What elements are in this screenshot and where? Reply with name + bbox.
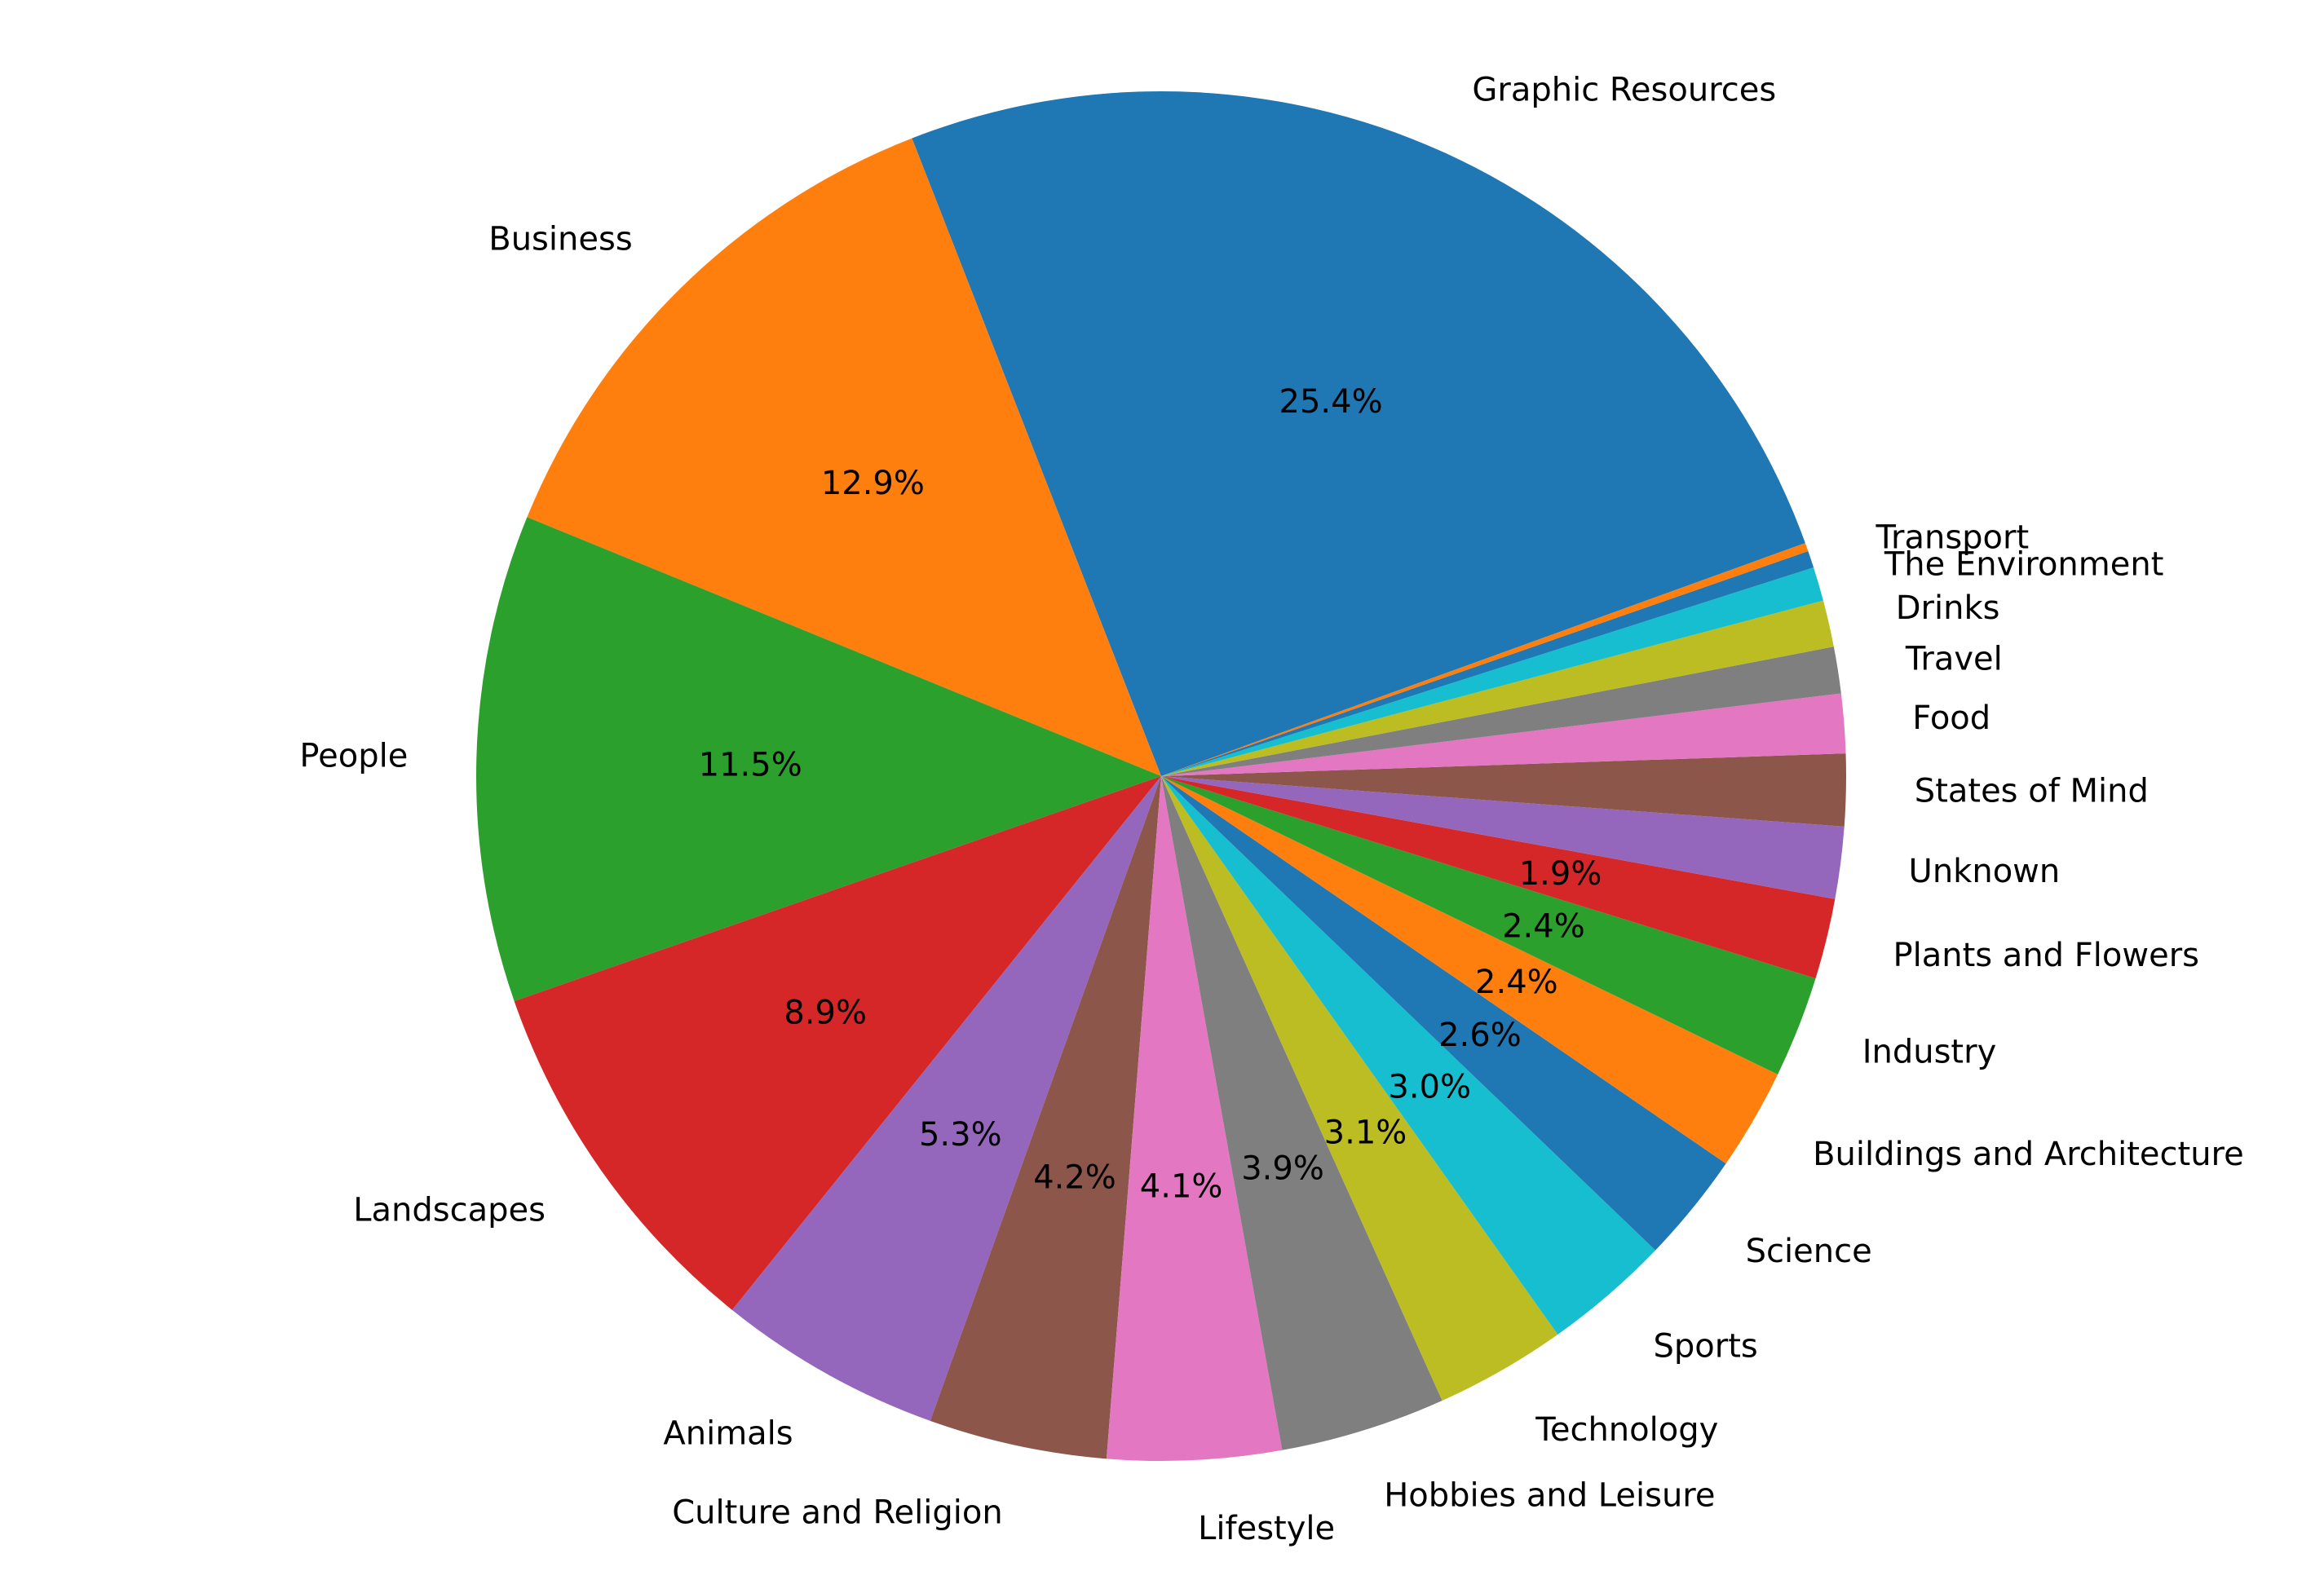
pct-lifestyle: 4.1% [1140,1167,1223,1205]
label-landscapes: Landscapes [353,1192,546,1229]
label-technology: Technology [1535,1411,1718,1449]
label-the-environment: The Environment [1884,546,2164,584]
wedge-drinks [1161,600,1834,776]
pct-graphic-resources: 25.4% [1279,383,1383,421]
pie-percentage-labels: 25.4% 12.9% 11.5% 8.9% 5.3% 4.2% 4.1% 3.9%3.1% 3… [699,383,1602,1205]
wedge-plants-and-flowers [1161,776,1836,979]
wedge-business [527,138,1161,776]
pct-technology: 3.1% [1324,1114,1407,1151]
label-people: People [299,737,408,774]
wedge-landscapes [514,776,1161,1310]
wedge-science [1161,776,1726,1251]
label-states-of-mind: States of Mind [1915,773,2149,810]
label-hobbies-and-leisure: Hobbies and Leisure [1384,1477,1715,1515]
wedge-the-environment [1161,567,1823,776]
wedge-sports [1161,776,1656,1335]
pct-landscapes: 8.9% [784,995,867,1032]
pct-industry: 2.4% [1502,908,1585,946]
wedge-people [476,517,1161,1001]
wedge-travel [1161,646,1841,776]
label-graphic-resources: Graphic Resources [1472,71,1776,108]
wedge-states-of-mind [1161,753,1846,827]
pie-wedges [476,90,1846,1462]
label-business: Business [488,221,632,258]
wedge-food [1161,693,1846,776]
label-buildings-and-architecture: Buildings and Architecture [1813,1136,2244,1173]
pct-business: 12.9% [821,465,925,502]
label-sports: Sports [1654,1328,1758,1366]
label-animals: Animals [663,1414,793,1452]
wedge-hobbies-and-leisure [1161,776,1443,1450]
label-travel: Travel [1905,641,2003,678]
wedge-culture-and-religion [930,776,1161,1459]
wedge-unlabeled [1161,543,1809,776]
wedge-graphic-resources [912,90,1805,776]
pie-category-labels: Graphic Resources Business People Landscape… [299,71,2243,1547]
label-industry: Industry [1862,1034,1997,1071]
label-drinks: Drinks [1896,589,2000,627]
pct-people: 11.5% [699,747,802,784]
pct-science: 2.6% [1438,1017,1522,1054]
pct-animals: 5.3% [919,1116,1002,1154]
label-lifestyle: Lifestyle [1198,1510,1335,1547]
label-science: Science [1746,1233,1872,1270]
wedge-unknown [1161,776,1845,899]
label-plants-and-flowers: Plants and Flowers [1893,937,2199,974]
label-food: Food [1912,699,1990,737]
label-unknown: Unknown [1909,853,2061,890]
pct-sports: 3.0% [1388,1069,1471,1106]
wedge-industry [1161,776,1816,1075]
wedge-technology [1161,776,1558,1401]
wedge-buildings-and-architecture [1161,776,1778,1164]
pct-plants-and-flowers: 1.9% [1519,855,1602,893]
pct-buildings-and-architecture: 2.4% [1475,964,1558,1001]
wedge-transport [1161,551,1814,776]
label-transport: Transport [1875,519,2029,556]
wedge-animals [731,776,1161,1421]
wedge-lifestyle [1106,776,1283,1462]
pct-culture-and-religion: 4.2% [1033,1159,1116,1197]
pct-hobbies-and-leisure: 3.9% [1241,1150,1324,1187]
label-culture-and-religion: Culture and Religion [672,1494,1002,1531]
